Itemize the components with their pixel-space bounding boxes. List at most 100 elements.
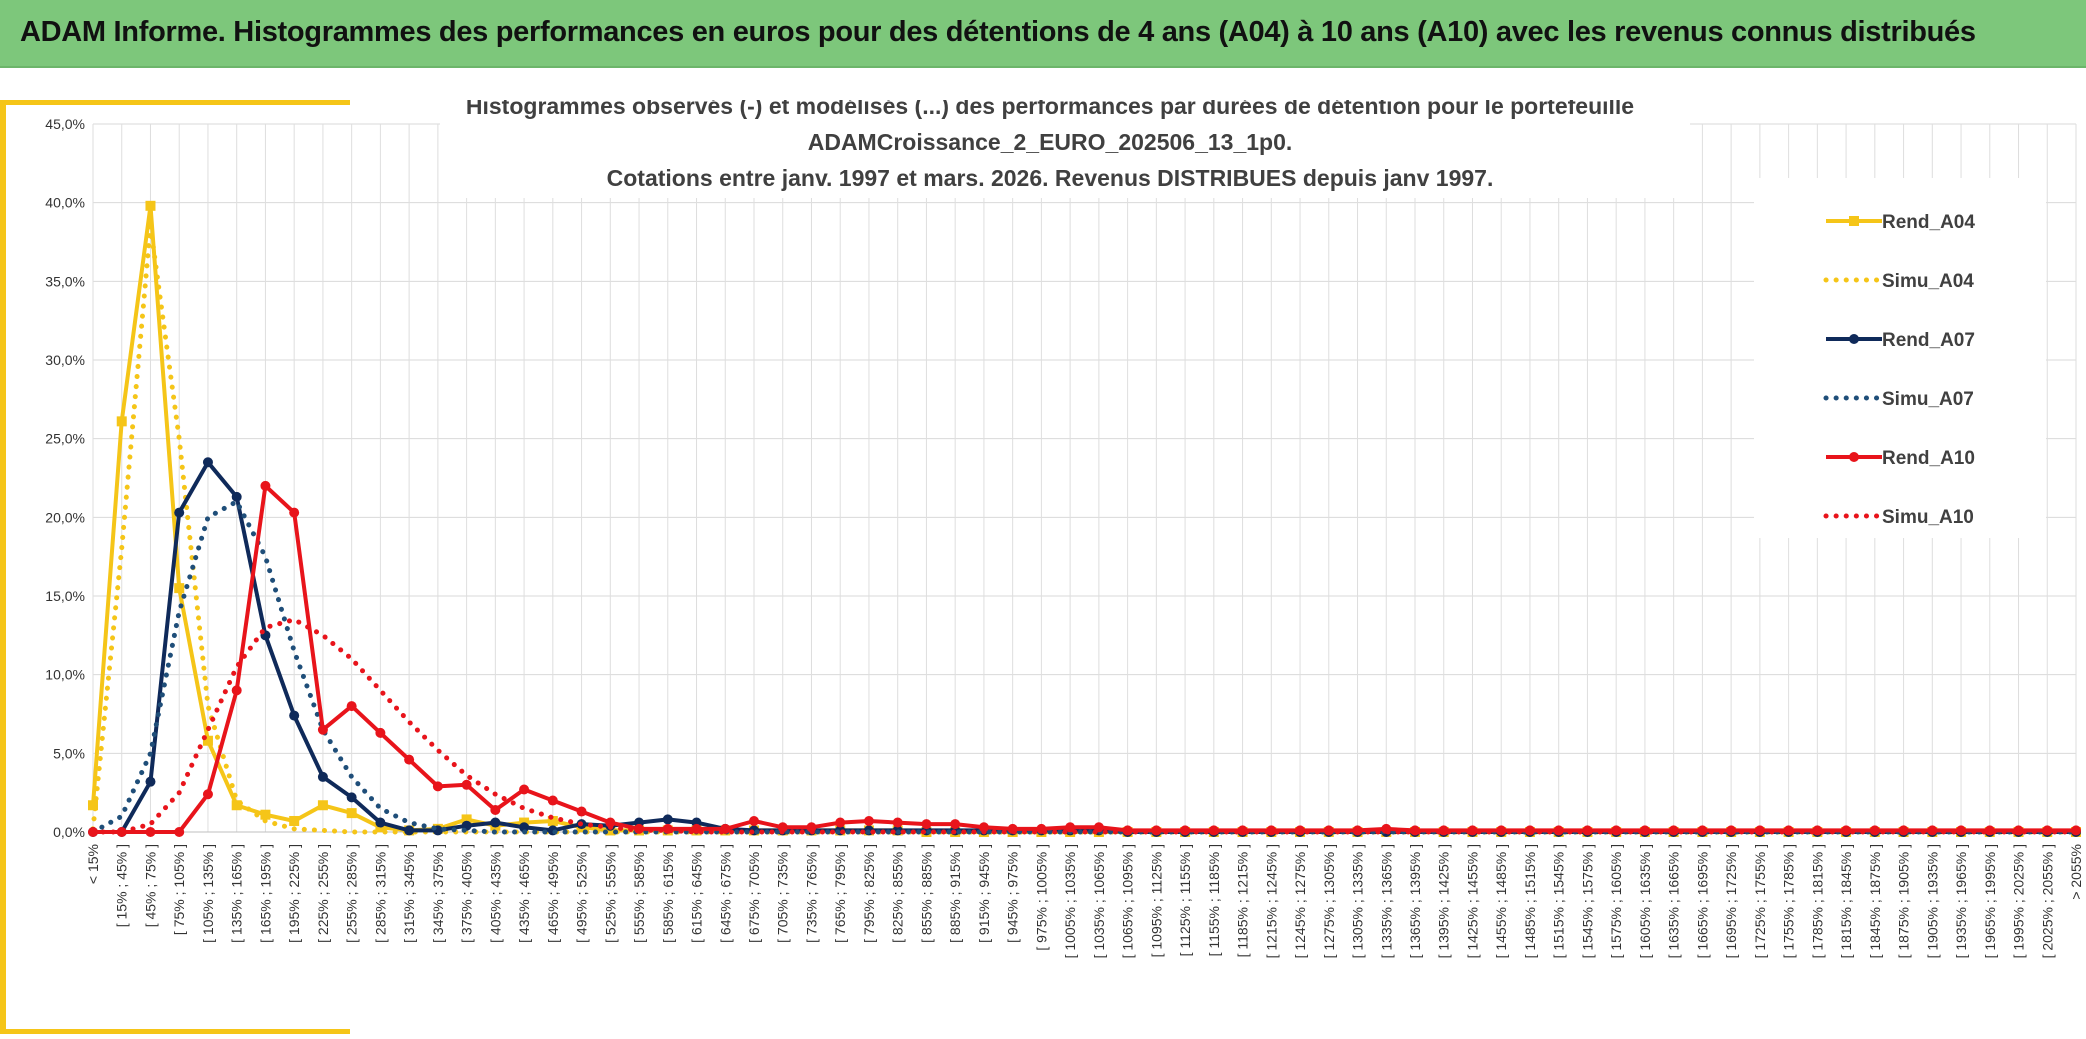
x-tick-label: [ 825% ; 855% ] — [890, 844, 906, 943]
data-point — [174, 583, 185, 594]
data-point — [461, 814, 472, 825]
x-tick-label: [ 1245% ; 1275% ] — [1292, 844, 1308, 958]
data-point — [317, 771, 328, 782]
data-point — [231, 800, 242, 811]
histogram-line-chart: 0,0% 5,0% 10,0% 15,0% 20,0% 25,0% 30,0% 35,0% 40… — [45, 93, 2084, 958]
x-tick-label: [ 555% ; 585% ] — [631, 844, 647, 943]
x-tick-label: [ 945% ; 975% ] — [1005, 844, 1021, 943]
data-point — [404, 754, 415, 765]
data-point — [547, 795, 558, 806]
x-tick-label: [ 375% ; 405% ] — [459, 844, 475, 943]
x-tick-label: [ 1575% ; 1605% ] — [1608, 844, 1624, 958]
x-tick-label: [ 1275% ; 1305% ] — [1321, 844, 1337, 958]
x-tick-label: [ 15% ; 45% ] — [114, 844, 130, 927]
data-point — [145, 776, 156, 787]
data-point — [289, 710, 300, 721]
x-tick-label: [ 225% ; 255% ] — [315, 844, 331, 943]
x-tick-label: [ 975% ; 1005% ] — [1033, 844, 1049, 951]
data-point — [375, 727, 386, 738]
data-point — [202, 735, 213, 746]
x-tick-label: [ 1035% ; 1065% ] — [1091, 844, 1107, 958]
x-tick-label: [ 1905% ; 1935% ] — [1924, 844, 1940, 958]
data-point — [231, 685, 242, 696]
y-tick-label: 30,0% — [45, 352, 85, 368]
x-tick-label: [ 615% ; 645% ] — [689, 844, 705, 943]
y-tick-label: 45,0% — [45, 116, 85, 132]
x-tick-label: > 2055% — [2068, 844, 2084, 900]
x-tick-label: [ 645% ; 675% ] — [717, 844, 733, 943]
y-tick-label: 25,0% — [45, 431, 85, 447]
legend-entry-simu_a04: Simu_A04 — [1823, 271, 1974, 292]
x-tick-label: [ 1185% ; 1215% ] — [1235, 844, 1251, 957]
x-tick-label: [ 525% ; 555% ] — [602, 844, 618, 943]
data-point — [519, 784, 530, 795]
data-point — [260, 809, 271, 820]
data-point — [605, 817, 616, 828]
data-point — [346, 792, 357, 803]
x-tick-label: [ 75% ; 105% ] — [171, 844, 187, 935]
x-tick-label: [ 345% ; 375% ] — [430, 844, 446, 943]
data-point — [289, 507, 300, 518]
x-tick-label: [ 1305% ; 1335% ] — [1350, 844, 1366, 958]
x-tick-label: [ 1785% ; 1815% ] — [1809, 844, 1825, 958]
x-tick-label: [ 435% ; 465% ] — [516, 844, 532, 943]
series-line-simu_a07 — [90, 499, 2079, 835]
data-point — [346, 701, 357, 712]
x-tick-label: [ 1335% ; 1365% ] — [1378, 844, 1394, 958]
frame-accent-bottom — [0, 1029, 350, 1034]
data-point — [777, 822, 788, 833]
x-tick-label: [ 1485% ; 1515% ] — [1522, 844, 1538, 958]
x-axis-ticks: < 15% [ 15% ; 45% ] [ 45% ; 75% ] [ 75% ; 1… — [85, 844, 2084, 958]
data-point — [978, 822, 989, 833]
data-point — [202, 789, 213, 800]
x-tick-label: [ 405% ; 435% ] — [487, 844, 503, 943]
x-tick-label: [ 1545% ; 1575% ] — [1579, 844, 1595, 958]
x-tick-label: [ 1845% ; 1875% ] — [1867, 844, 1883, 958]
data-point — [576, 806, 587, 817]
x-tick-label: [ 135% ; 165% ] — [229, 844, 245, 943]
legend-background — [1754, 178, 2046, 538]
x-tick-label: [ 1695% ; 1725% ] — [1723, 844, 1739, 958]
chart-legend: Rend_A04 Simu_A04 Rend_A07 Simu_A07 Rend_A10… — [1754, 178, 2046, 538]
data-point — [88, 800, 98, 811]
data-point — [490, 804, 501, 815]
x-tick-label: [ 255% ; 285% ] — [344, 844, 360, 943]
series-simu_a10 — [90, 617, 2079, 835]
y-tick-label: 15,0% — [45, 588, 85, 604]
data-point — [892, 817, 903, 828]
chart-title-line: Cotations entre janv. 1997 et mars. 2026… — [607, 165, 1494, 191]
legend-marker — [1849, 334, 1859, 344]
legend-marker — [1849, 216, 1859, 226]
legend-entry-simu_a10: Simu_A10 — [1823, 507, 1974, 528]
x-tick-label: [ 1365% ; 1395% ] — [1407, 844, 1423, 958]
x-tick-label: [ 1875% ; 1905% ] — [1896, 844, 1912, 958]
title-background — [440, 94, 1690, 198]
x-tick-label: [ 1395% ; 1425% ] — [1436, 844, 1452, 958]
x-tick-label: [ 1665% ; 1695% ] — [1694, 844, 1710, 958]
legend-label: Simu_A04 — [1882, 271, 1974, 292]
data-point — [404, 825, 415, 836]
x-tick-label: [ 45% ; 75% ] — [142, 844, 158, 927]
chart-title: Histogrammes observés (-) et modélisés (… — [440, 93, 1690, 198]
series-line-simu_a10 — [90, 617, 2079, 835]
data-point — [289, 815, 300, 826]
data-point — [432, 781, 443, 792]
series-lines — [88, 200, 2081, 837]
x-tick-label: [ 1605% ; 1635% ] — [1637, 844, 1653, 958]
data-point — [547, 815, 558, 826]
x-tick-label: [ 495% ; 525% ] — [574, 844, 590, 943]
legend-label: Rend_A07 — [1882, 330, 1975, 351]
data-point — [260, 480, 271, 491]
data-point — [145, 200, 156, 211]
legend-label: Rend_A10 — [1882, 448, 1975, 469]
x-tick-label: [ 1995% ; 2025% ] — [2011, 844, 2027, 958]
data-point — [202, 457, 213, 468]
x-tick-label: [ 585% ; 615% ] — [660, 844, 676, 943]
data-point — [1438, 825, 1449, 836]
frame-accent-left — [0, 100, 6, 1034]
x-tick-label: [ 1815% ; 1845% ] — [1838, 844, 1854, 958]
legend-label: Rend_A04 — [1882, 212, 1975, 233]
series-line-rend_a10 — [93, 483, 2076, 834]
data-point — [1065, 822, 1076, 833]
x-tick-label: < 15% — [85, 844, 101, 884]
